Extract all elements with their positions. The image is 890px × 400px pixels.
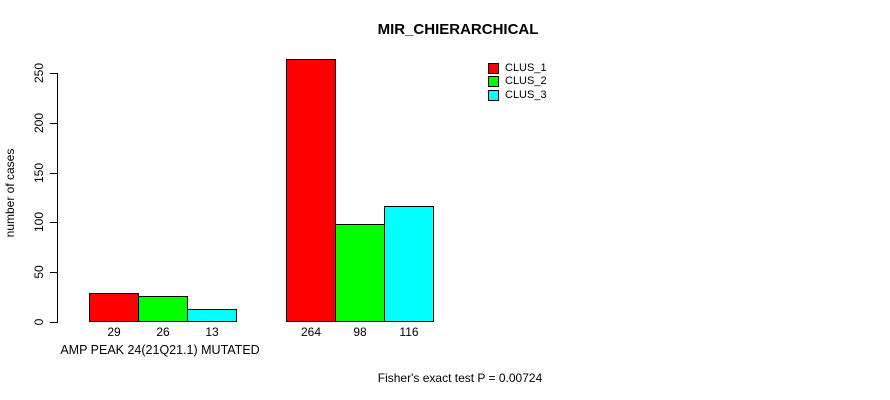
bar-value-label: 13	[205, 325, 219, 339]
legend-item-clus_1: CLUS_1	[488, 63, 547, 74]
y-axis-line	[57, 73, 58, 323]
y-axis-tick	[50, 123, 57, 124]
y-axis-tick-label: 0	[32, 318, 46, 326]
bar-value-label: 26	[156, 325, 170, 339]
legend-item-clus_2: CLUS_2	[488, 75, 547, 88]
chart-title: MIR_CHIERARCHICAL	[377, 21, 539, 38]
y-axis-tick	[50, 73, 57, 74]
y-axis-tick	[50, 173, 57, 174]
bar-value-label: 98	[353, 325, 367, 339]
bar-clus_1-group-1	[89, 293, 139, 322]
bar-value-label: 116	[399, 325, 419, 339]
bar-clus_3-group-2	[384, 206, 434, 322]
legend-label: CLUS_1	[505, 62, 547, 74]
bar-clus_3-group-1	[187, 309, 237, 322]
y-axis-tick-label: 100	[32, 211, 46, 233]
bar-clus_2-group-1	[138, 296, 188, 322]
y-axis-tick-label: 50	[32, 265, 46, 279]
pvalue-annotation: Fisher's exact test P = 0.00724	[377, 371, 543, 385]
x-axis-title: AMP PEAK 24(21Q21.1) MUTATED	[60, 343, 260, 357]
bar-value-label: 29	[107, 325, 121, 339]
legend-swatch-clus_1	[488, 63, 499, 74]
legend-swatch-clus_3	[488, 89, 499, 101]
bar-clus_2-group-2	[335, 224, 385, 322]
legend-label: CLUS_3	[505, 88, 547, 101]
bar-clus_1-group-2	[286, 59, 336, 322]
y-axis-title: number of cases	[3, 148, 17, 238]
y-axis-tick-label: 200	[32, 112, 46, 134]
y-axis-tick	[50, 322, 57, 323]
legend: CLUS_1 CLUS_2 CLUS_3	[488, 63, 547, 103]
y-axis-tick	[50, 222, 57, 223]
legend-label: CLUS_2	[505, 75, 547, 88]
legend-swatch-clus_2	[488, 76, 499, 88]
y-axis-tick-label: 150	[32, 162, 46, 184]
bar-value-label: 264	[300, 325, 322, 339]
y-axis-tick-label: 250	[32, 62, 46, 84]
y-axis-tick	[50, 272, 57, 273]
legend-item-clus_3: CLUS_3	[488, 88, 547, 101]
